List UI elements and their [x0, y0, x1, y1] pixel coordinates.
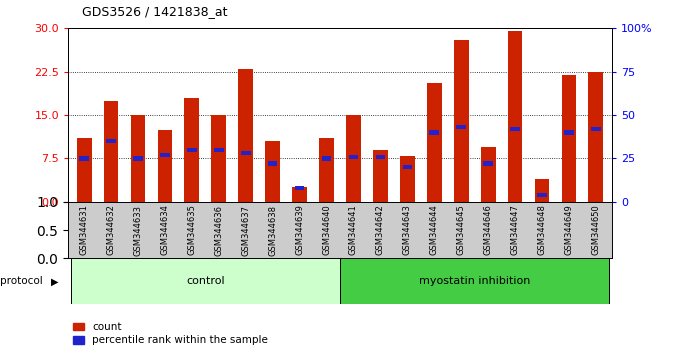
Text: GSM344633: GSM344633 [133, 205, 143, 256]
Bar [319, 138, 334, 202]
Text: GSM344636: GSM344636 [214, 205, 223, 256]
Bar [322, 156, 331, 161]
Bar [454, 40, 469, 202]
Text: GSM344645: GSM344645 [457, 205, 466, 255]
Bar [456, 125, 466, 129]
Bar [403, 165, 412, 169]
Bar [427, 83, 442, 202]
Text: GSM344643: GSM344643 [403, 205, 412, 256]
Bar [131, 115, 146, 202]
Bar [265, 141, 280, 202]
Bar [103, 101, 118, 202]
Bar [77, 138, 92, 202]
Bar [373, 150, 388, 202]
Text: GSM344639: GSM344639 [295, 205, 304, 256]
Bar [481, 147, 496, 202]
Text: GSM344634: GSM344634 [160, 205, 169, 256]
Bar [591, 127, 600, 131]
Bar [588, 72, 603, 202]
Bar [238, 69, 253, 202]
Bar [211, 115, 226, 202]
Text: GSM344635: GSM344635 [188, 205, 197, 256]
Bar [508, 31, 522, 202]
Text: myostatin inhibition: myostatin inhibition [419, 276, 530, 286]
Text: GDS3526 / 1421838_at: GDS3526 / 1421838_at [82, 5, 227, 18]
Bar [187, 148, 197, 152]
Bar [400, 155, 415, 202]
Text: ▶: ▶ [51, 276, 58, 286]
Text: GSM344641: GSM344641 [349, 205, 358, 255]
Bar [295, 186, 305, 190]
Bar [160, 153, 170, 157]
Bar [214, 148, 224, 152]
Bar [292, 187, 307, 202]
Text: GSM344640: GSM344640 [322, 205, 331, 255]
Text: GSM344631: GSM344631 [80, 205, 88, 256]
Bar [106, 139, 116, 143]
Text: GSM344637: GSM344637 [241, 205, 250, 256]
Bar [510, 127, 520, 131]
Bar [534, 179, 549, 202]
Bar [158, 130, 172, 202]
Text: GSM344638: GSM344638 [268, 205, 277, 256]
Legend: count, percentile rank within the sample: count, percentile rank within the sample [73, 322, 268, 345]
Text: GSM344649: GSM344649 [564, 205, 573, 255]
Bar [375, 154, 385, 159]
Text: control: control [186, 276, 224, 286]
Text: GSM344646: GSM344646 [483, 205, 492, 256]
Text: protocol: protocol [0, 276, 43, 286]
Bar [71, 258, 340, 304]
Bar [346, 115, 361, 202]
Text: GSM344647: GSM344647 [511, 205, 520, 256]
Bar [537, 193, 547, 197]
Bar [268, 161, 277, 166]
Bar [564, 130, 574, 135]
Text: GSM344644: GSM344644 [430, 205, 439, 255]
Text: GSM344648: GSM344648 [537, 205, 547, 256]
Bar [349, 154, 358, 159]
Bar [80, 156, 89, 161]
Text: GSM344642: GSM344642 [376, 205, 385, 255]
Bar [562, 75, 577, 202]
Text: GSM344650: GSM344650 [592, 205, 600, 255]
Bar [430, 130, 439, 135]
Bar [483, 161, 493, 166]
Bar [340, 258, 609, 304]
Bar [241, 151, 250, 155]
Bar [133, 156, 143, 161]
Text: GSM344632: GSM344632 [107, 205, 116, 256]
Bar [184, 98, 199, 202]
